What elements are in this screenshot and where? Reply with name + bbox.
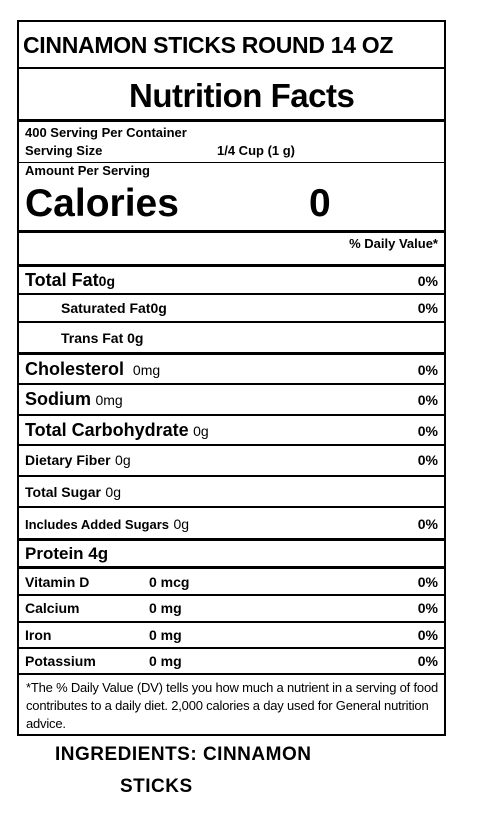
total-sugar-row: Total Sugar 0g xyxy=(19,477,444,508)
cholesterol-amount: 0mg xyxy=(132,362,161,378)
total-carbohydrate-label: Total Carbohydrate xyxy=(25,420,189,440)
calories-row: Amount Per Serving Calories 0 xyxy=(19,163,444,233)
saturated-fat-dv: 0% xyxy=(417,300,438,316)
nutrition-facts-heading: Nutrition Facts xyxy=(129,77,355,114)
vitamin-dv: 0% xyxy=(417,653,438,669)
amount-per-serving: Amount Per Serving xyxy=(25,163,150,178)
calories-value: 0 xyxy=(309,182,331,225)
sodium-dv: 0% xyxy=(417,392,438,408)
vitamin-amount: 0 mg xyxy=(149,627,182,643)
sodium-text: Sodium 0mg xyxy=(25,389,123,410)
sodium-amount: 0mg xyxy=(95,392,123,408)
vitamin-label: Calcium xyxy=(25,600,80,616)
total-sugar-amount: 0g xyxy=(105,484,121,500)
vitamin-row: Iron 0 mg 0% xyxy=(19,623,444,649)
vitamin-row: Potassium 0 mg 0% xyxy=(19,649,444,675)
vitamin-dv: 0% xyxy=(417,574,438,590)
saturated-fat-amount: 0g xyxy=(150,300,167,316)
total-sugar-label: Total Sugar xyxy=(25,484,101,500)
total-carbohydrate-amount: 0g xyxy=(193,423,209,439)
dietary-fiber-amount: 0g xyxy=(115,452,131,468)
added-sugars-text: Includes Added Sugars 0g xyxy=(25,516,189,534)
sodium-label: Sodium xyxy=(25,389,91,409)
total-fat-row: Total Fat0g 0% xyxy=(19,267,444,295)
vitamin-amount: 0 mg xyxy=(149,600,182,616)
ingredients-line-1: INGREDIENTS: CINNAMON xyxy=(55,744,312,765)
servings-per-container: 400 Serving Per Container xyxy=(25,125,187,140)
trans-fat-label: Trans Fat 0g xyxy=(61,330,144,346)
nutrition-label: CINNAMON STICKS ROUND 14 OZ Nutrition Fa… xyxy=(17,20,446,736)
ingredients-line-2: STICKS xyxy=(120,776,193,797)
vitamin-amount: 0 mcg xyxy=(149,574,190,590)
vitamin-label: Vitamin D xyxy=(25,574,90,590)
total-fat-text: Total Fat0g xyxy=(25,270,115,291)
added-sugars-label: Includes Added Sugars xyxy=(25,517,169,532)
vitamin-label: Potassium xyxy=(25,653,96,669)
serving-size-value: 1/4 Cup (1 g) xyxy=(217,143,296,158)
dietary-fiber-dv: 0% xyxy=(417,452,438,468)
product-title: CINNAMON STICKS ROUND 14 OZ xyxy=(23,32,394,58)
calories-label: Calories xyxy=(25,182,179,225)
vitamin-row: Calcium 0 mg 0% xyxy=(19,596,444,623)
total-fat-amount: 0g xyxy=(98,273,116,289)
product-title-row: CINNAMON STICKS ROUND 14 OZ xyxy=(19,22,444,69)
protein-row: Protein 4g xyxy=(19,541,444,569)
saturated-fat-label: Saturated Fat xyxy=(61,300,151,316)
dietary-fiber-row: Dietary Fiber 0g 0% xyxy=(19,446,444,477)
dietary-fiber-text: Dietary Fiber 0g xyxy=(25,452,131,470)
vitamin-dv: 0% xyxy=(417,627,438,643)
cholesterol-dv: 0% xyxy=(417,362,438,378)
saturated-fat-row: Saturated Fat0g 0% xyxy=(19,295,444,323)
serving-size-label: Serving Size xyxy=(25,143,103,158)
cholesterol-label: Cholesterol xyxy=(25,359,125,379)
added-sugars-dv: 0% xyxy=(417,516,438,532)
cholesterol-text: Cholesterol 0mg xyxy=(25,359,160,380)
cholesterol-row: Cholesterol 0mg 0% xyxy=(19,355,444,385)
vitamin-row: Vitamin D 0 mcg 0% xyxy=(19,569,444,596)
trans-fat-row: Trans Fat 0g xyxy=(19,323,444,355)
daily-value-header-row: % Daily Value* xyxy=(19,233,444,267)
daily-value-header: % Daily Value* xyxy=(349,236,438,251)
heading-row: Nutrition Facts xyxy=(19,69,444,122)
added-sugars-amount: 0g xyxy=(173,516,190,532)
total-carbohydrate-text: Total Carbohydrate 0g xyxy=(25,420,209,441)
total-sugar-text: Total Sugar 0g xyxy=(25,484,121,502)
vitamin-label: Iron xyxy=(25,627,52,643)
added-sugars-row: Includes Added Sugars 0g 0% xyxy=(19,508,444,541)
footnote-row: *The % Daily Value (DV) tells you how mu… xyxy=(19,677,444,734)
total-fat-dv: 0% xyxy=(417,273,438,289)
protein-label: Protein 4g xyxy=(25,544,109,563)
vitamin-dv: 0% xyxy=(417,600,438,616)
footnote: *The % Daily Value (DV) tells you how mu… xyxy=(26,680,438,731)
total-fat-label: Total Fat xyxy=(25,270,99,290)
sodium-row: Sodium 0mg 0% xyxy=(19,385,444,416)
total-carbohydrate-dv: 0% xyxy=(417,423,438,439)
servings-row: 400 Serving Per Container Serving Size 1… xyxy=(19,122,444,163)
dietary-fiber-label: Dietary Fiber xyxy=(25,452,111,468)
vitamin-amount: 0 mg xyxy=(149,653,182,669)
saturated-fat-text: Saturated Fat0g xyxy=(61,300,167,318)
total-carbohydrate-row: Total Carbohydrate 0g 0% xyxy=(19,416,444,446)
